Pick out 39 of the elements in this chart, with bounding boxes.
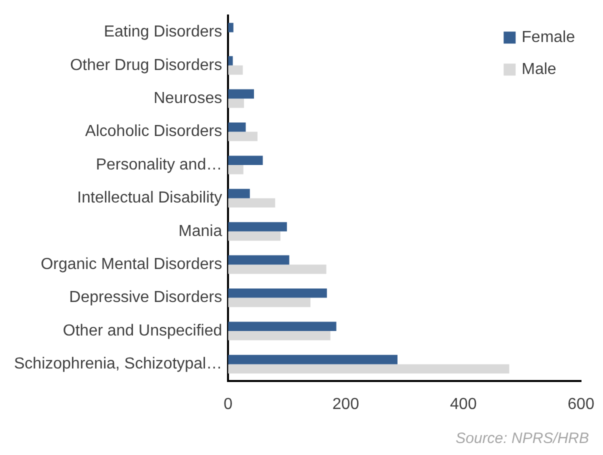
bar <box>228 132 258 142</box>
bar <box>228 288 327 298</box>
bar <box>228 264 326 274</box>
bar <box>228 89 254 99</box>
bar <box>228 255 290 265</box>
bar <box>228 322 336 331</box>
bar <box>228 222 287 232</box>
bar <box>228 231 280 241</box>
bar <box>228 364 510 374</box>
y-tick-label: Neuroses <box>154 90 222 108</box>
y-tick-label: Personality and… <box>96 156 222 174</box>
x-tick-label: 400 <box>450 396 477 413</box>
bar <box>228 165 244 174</box>
bar <box>228 354 398 364</box>
legend-label: Male <box>522 61 556 78</box>
bar <box>228 331 330 340</box>
y-tick-label: Intellectual Disability <box>77 190 222 207</box>
bar <box>228 98 244 108</box>
x-tick-label: 200 <box>332 396 360 413</box>
y-tick-label: Other Drug Disorders <box>70 56 222 74</box>
bar <box>228 198 276 208</box>
y-tick-label: Depressive Disorders <box>69 289 222 306</box>
bar <box>228 22 234 32</box>
y-tick-label: Mania <box>178 222 222 240</box>
y-tick-label: Schizophrenia, Schizotypal… <box>14 356 222 373</box>
y-tick-label: Alcoholic Disorders <box>85 123 222 140</box>
y-tick-label: Eating Disorders <box>104 24 222 41</box>
y-tick-label: Organic Mental Disorders <box>40 256 222 274</box>
y-tick-label: Other and Unspecified <box>62 322 222 340</box>
x-tick-label: 0 <box>224 396 233 413</box>
bar <box>228 122 246 132</box>
bar <box>228 156 263 165</box>
bar <box>228 188 250 198</box>
bar <box>228 56 233 66</box>
source-note: Source: NPRS/HRB <box>456 430 589 447</box>
legend-label: Female <box>522 29 576 46</box>
bar <box>228 298 310 308</box>
x-tick-label: 600 <box>568 396 594 413</box>
bar <box>228 65 243 75</box>
